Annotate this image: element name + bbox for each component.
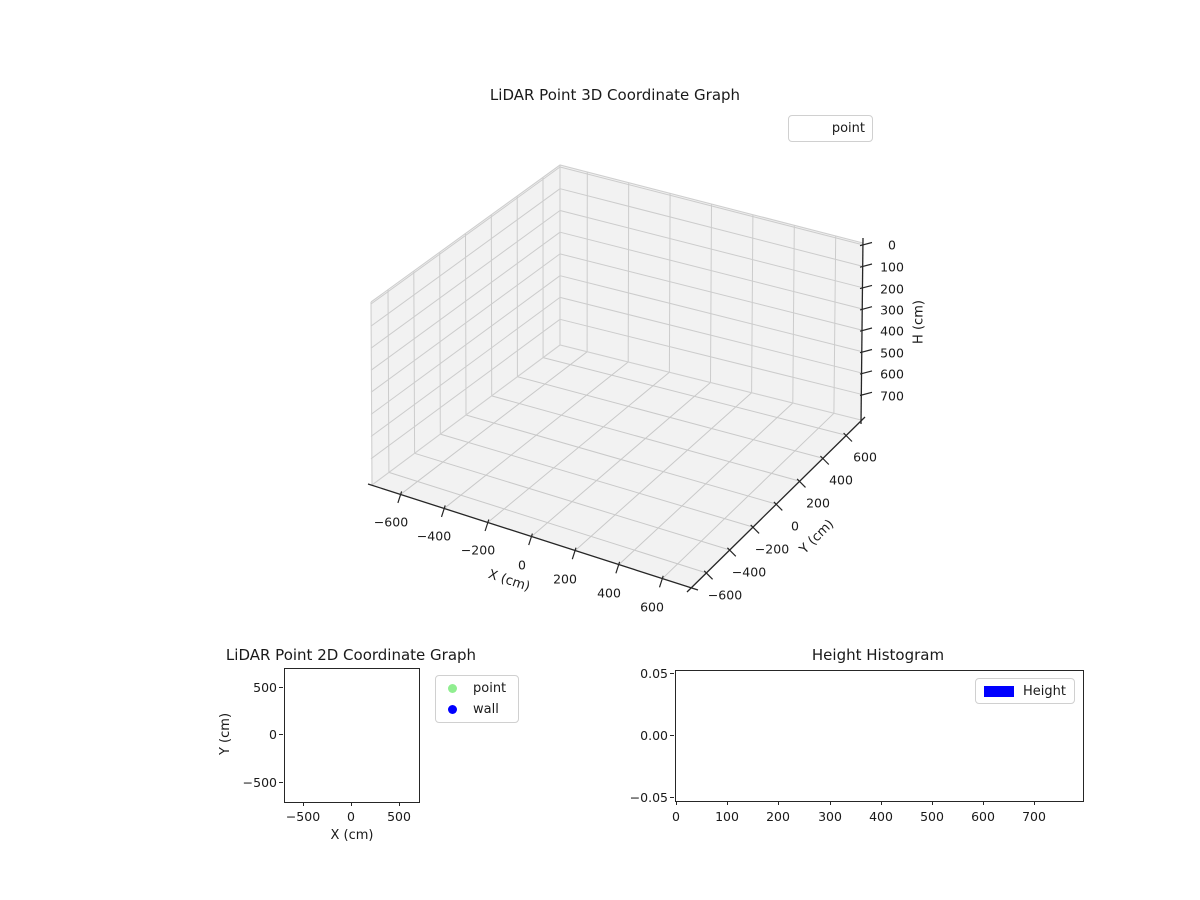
z-tick-label: 100 xyxy=(880,260,904,275)
plot3d-floor-pane xyxy=(372,345,861,588)
legend-label-point: point xyxy=(831,121,865,136)
hist-y-tick xyxy=(670,797,674,798)
y-tick-label: −600 xyxy=(708,588,742,603)
x-tick-label: −600 xyxy=(374,515,408,530)
y-tick-label: 0 xyxy=(791,519,799,534)
x-tick-label: 700 xyxy=(1022,809,1046,824)
legend-item-point: point xyxy=(436,678,518,699)
x-tick-label: 600 xyxy=(971,809,995,824)
height-patch-icon xyxy=(984,685,1014,697)
legend-item-height: Height xyxy=(976,679,1074,703)
z-tick-label: 0 xyxy=(888,238,896,253)
x-tick-label: 500 xyxy=(920,809,944,824)
plot2d-legend: point wall xyxy=(435,675,519,723)
plot3d-box-edges xyxy=(370,164,864,486)
plot3d-legend: point xyxy=(788,115,873,142)
x-tick-label: −200 xyxy=(461,543,495,558)
legend-label-point: point xyxy=(473,681,507,696)
plot3d-floor-ygrid xyxy=(388,357,846,574)
y-tick-label: 500 xyxy=(253,680,277,695)
hist-x-tick xyxy=(830,801,831,805)
legend-label-wall: wall xyxy=(473,702,499,717)
plot3d-y-ticks xyxy=(703,432,853,580)
plot3d-x-ticks xyxy=(397,491,664,588)
hist-x-tick xyxy=(1034,801,1035,805)
plot3d-title: LiDAR Point 3D Coordinate Graph xyxy=(489,86,741,104)
y-tick-label: 600 xyxy=(853,450,877,465)
plot3d-z-axis-label: H (cm) xyxy=(912,300,927,344)
plot2d-y-tick xyxy=(279,782,283,783)
hist-x-tick xyxy=(778,801,779,805)
point-marker-icon xyxy=(448,684,457,693)
plot2d-y-tick xyxy=(279,687,283,688)
y-tick-label: −400 xyxy=(732,565,766,580)
plot3d-y-axis-label: Y (cm) xyxy=(796,517,837,558)
hist-x-tick xyxy=(676,801,677,805)
x-tick-label: −500 xyxy=(285,809,321,824)
wall-marker-icon xyxy=(448,705,457,714)
plot2d-title: LiDAR Point 2D Coordinate Graph xyxy=(225,646,477,664)
hist-x-tick xyxy=(983,801,984,805)
z-tick-label: 300 xyxy=(880,303,904,318)
histogram-legend: Height xyxy=(975,678,1075,704)
z-tick-label: 400 xyxy=(880,324,904,339)
plot2d-axes xyxy=(284,668,420,803)
legend-label-height: Height xyxy=(1023,683,1066,699)
y-tick-label: 0.00 xyxy=(640,728,668,743)
x-tick-label: 200 xyxy=(553,572,577,587)
x-tick-label: 100 xyxy=(715,809,739,824)
y-tick-label: −500 xyxy=(242,775,277,790)
hist-x-tick xyxy=(932,801,933,805)
y-tick-label: 400 xyxy=(829,473,853,488)
z-tick-label: 500 xyxy=(880,346,904,361)
plot2d-x-axis-label: X (cm) xyxy=(330,828,374,843)
y-tick-label: 200 xyxy=(806,496,830,511)
hist-y-tick xyxy=(670,673,674,674)
plot2d-y-tick xyxy=(279,734,283,735)
plot2d-x-tick xyxy=(399,802,400,806)
hist-y-tick xyxy=(670,735,674,736)
z-tick-label: 200 xyxy=(880,282,904,297)
hist-x-tick xyxy=(727,801,728,805)
plot2d-x-tick xyxy=(303,802,304,806)
x-tick-label: 300 xyxy=(818,809,842,824)
plot3d-leftwall-ygrid xyxy=(387,177,544,473)
z-tick-label: 700 xyxy=(880,389,904,404)
plot3d-x-axis-line xyxy=(367,483,699,591)
plot2d-x-tick xyxy=(351,802,352,806)
histogram-title: Height Histogram xyxy=(811,646,945,664)
plot3d-z-ticks xyxy=(859,241,873,397)
y-tick-label: −0.05 xyxy=(629,790,668,805)
x-tick-label: 200 xyxy=(766,809,790,824)
x-tick-label: 0 xyxy=(347,809,355,824)
x-tick-label: −400 xyxy=(417,529,451,544)
x-tick-label: 600 xyxy=(640,600,664,615)
plot2d-y-axis-label: Y (cm) xyxy=(218,712,233,756)
legend-item-wall: wall xyxy=(436,699,518,720)
x-tick-label: 400 xyxy=(869,809,893,824)
y-tick-label: 0 xyxy=(269,727,277,742)
plot3d-rightwall-xgrid xyxy=(586,171,837,414)
x-tick-label: 0 xyxy=(518,558,526,573)
z-tick-label: 600 xyxy=(880,367,904,382)
x-tick-label: 400 xyxy=(597,586,621,601)
hist-x-tick xyxy=(881,801,882,805)
x-tick-label: 500 xyxy=(387,809,411,824)
x-tick-label: 0 xyxy=(672,809,680,824)
y-tick-label: 0.05 xyxy=(640,666,668,681)
y-tick-label: −200 xyxy=(755,542,789,557)
